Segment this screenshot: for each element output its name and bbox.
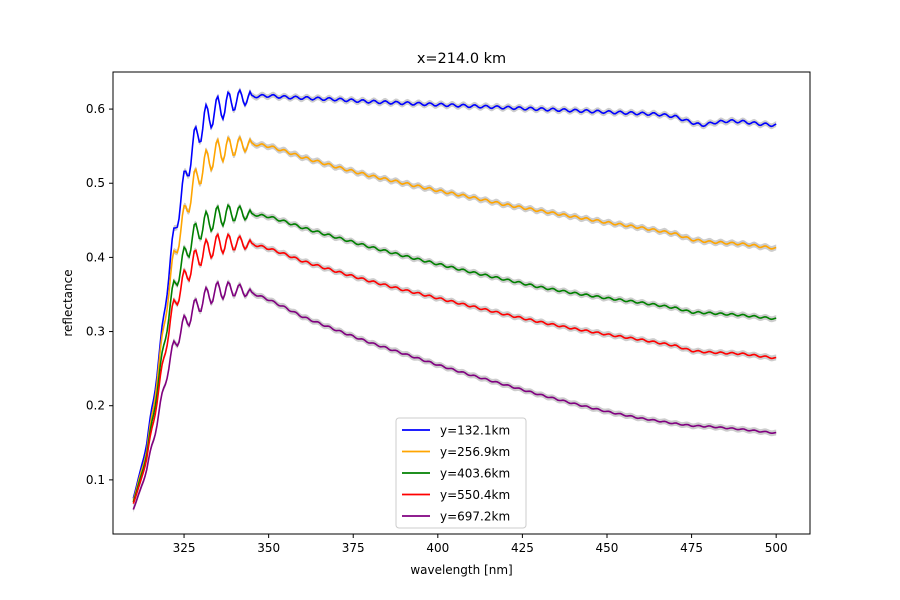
x-axis-label: wavelength [nm] bbox=[410, 563, 512, 577]
x-tick-label: 475 bbox=[680, 541, 703, 555]
legend: y=132.1km y=256.9km y=403.6km y=550.4km y=69… bbox=[395, 417, 527, 529]
y-tick-label: 0.2 bbox=[86, 399, 105, 413]
x-tick-label: 325 bbox=[173, 541, 196, 555]
x-tick-label: 375 bbox=[342, 541, 365, 555]
legend-label-5: y=697.2km bbox=[440, 510, 510, 524]
series-line-5 bbox=[132, 280, 777, 510]
x-tick-label: 450 bbox=[596, 541, 619, 555]
x-tick-label: 400 bbox=[426, 541, 449, 555]
x-tick-label: 425 bbox=[511, 541, 534, 555]
axis-ticks: 325 350 375 400 425 450 475 500 0.1 0.2 0.3 0.4 0.5 0… bbox=[86, 102, 788, 555]
x-tick-label: 350 bbox=[257, 541, 280, 555]
y-tick-label: 0.1 bbox=[86, 473, 105, 487]
legend-label-2: y=256.9km bbox=[440, 445, 510, 459]
y-axis-label: reflectance bbox=[61, 269, 75, 336]
series-line-2 bbox=[132, 135, 777, 501]
y-tick-label: 0.3 bbox=[86, 325, 105, 339]
series-lines bbox=[132, 88, 777, 510]
y-tick-label: 0.6 bbox=[86, 102, 105, 116]
plot-frame bbox=[112, 71, 811, 535]
legend-label-1: y=132.1km bbox=[440, 424, 510, 438]
chart-title: x=214.0 km bbox=[417, 51, 506, 67]
legend-label-4: y=550.4km bbox=[440, 488, 510, 502]
series-line-4 bbox=[132, 232, 777, 504]
uncertainty-band-2 bbox=[133, 134, 777, 504]
series-line-1 bbox=[132, 88, 777, 499]
y-tick-label: 0.5 bbox=[86, 176, 105, 190]
x-tick-label: 500 bbox=[765, 541, 788, 555]
series-line-3 bbox=[132, 203, 777, 503]
y-tick-label: 0.4 bbox=[86, 250, 105, 264]
legend-box bbox=[395, 417, 527, 529]
legend-label-3: y=403.6km bbox=[440, 467, 510, 481]
